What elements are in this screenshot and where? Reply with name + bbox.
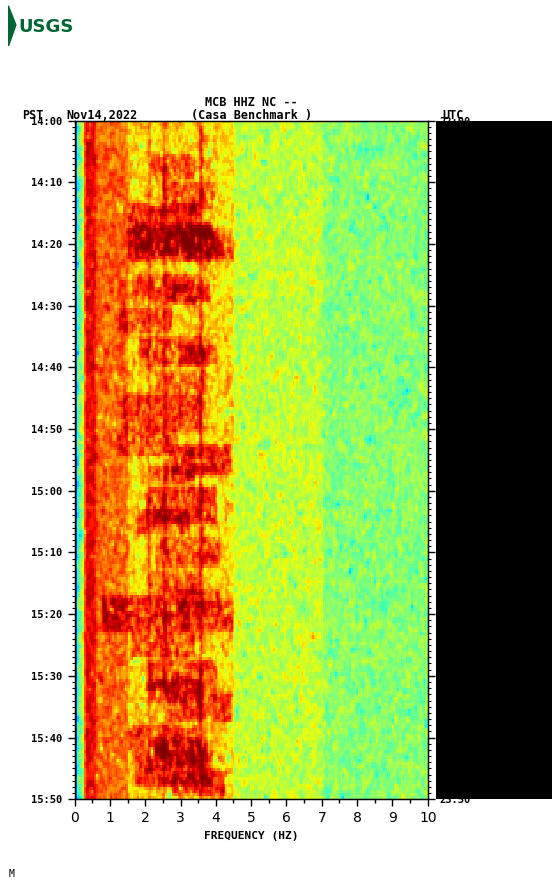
Polygon shape xyxy=(8,5,16,46)
Text: PST: PST xyxy=(22,109,44,122)
Text: UTC: UTC xyxy=(442,109,463,122)
Text: MCB HHZ NC --: MCB HHZ NC -- xyxy=(205,96,298,109)
Text: Nov14,2022: Nov14,2022 xyxy=(66,109,137,122)
X-axis label: FREQUENCY (HZ): FREQUENCY (HZ) xyxy=(204,830,299,840)
Text: USGS: USGS xyxy=(18,18,74,36)
Text: (Casa Benchmark ): (Casa Benchmark ) xyxy=(190,109,312,122)
Text: M: M xyxy=(8,869,14,879)
